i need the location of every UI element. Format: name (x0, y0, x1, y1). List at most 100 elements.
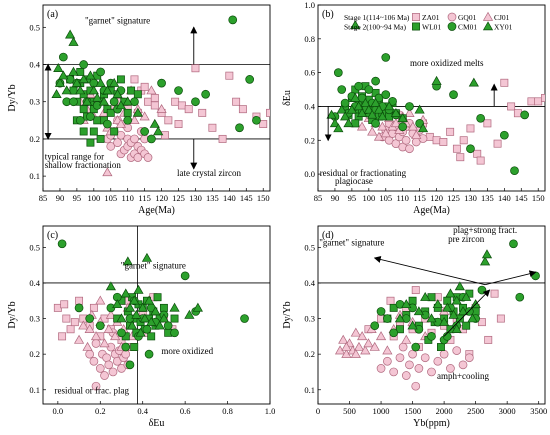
point-xy01 (432, 299, 443, 309)
point-xy01 (98, 96, 110, 106)
point-gq01 (389, 367, 399, 377)
point-za01 (144, 97, 152, 106)
legend-label: WL01 (422, 23, 441, 32)
point-gq01 (446, 364, 455, 373)
point-cm01 (170, 328, 179, 338)
point-cm01 (370, 321, 380, 331)
point-za01 (208, 123, 217, 132)
point-xy01 (451, 324, 462, 333)
point-gq01 (452, 346, 462, 355)
point-gq01 (420, 353, 430, 363)
point-gq01 (414, 364, 424, 373)
y-tick-label: 1.0 (304, 0, 315, 10)
panel-a: 85 90 95 100 105 110 115 120 125 130 135 140 145 150 0… (7, 4, 271, 216)
annotation: residual or fractionating (320, 168, 407, 178)
point-za01 (483, 119, 492, 128)
point-gq01 (408, 349, 417, 359)
point-xy01 (131, 309, 142, 319)
point-xy01 (135, 327, 146, 337)
point-za01 (174, 120, 183, 128)
point-xy01 (394, 313, 406, 323)
point-cj01 (411, 129, 422, 139)
point-cm01 (96, 67, 105, 77)
x-tick-label: 135 (206, 193, 219, 203)
point-cm01 (371, 119, 380, 128)
point-za01 (238, 105, 247, 114)
point-cm01 (140, 127, 149, 136)
point-xy01 (329, 118, 341, 128)
point-za01 (446, 127, 455, 136)
point-wl01 (437, 343, 445, 351)
point-gq01 (104, 360, 114, 370)
annotation: plagiocase (335, 176, 373, 186)
point-cj01 (78, 320, 89, 330)
point-cm01 (75, 115, 85, 125)
point-cj01 (390, 118, 402, 128)
point-cm01 (383, 314, 392, 323)
y-tick-label: 0.2 (304, 135, 315, 145)
point-za01 (452, 144, 461, 153)
point-cj01 (82, 341, 93, 351)
point-wl01 (79, 127, 88, 136)
legend-stage-label: Stage 2(100~94 Ma) (344, 23, 406, 32)
point-cm01 (252, 115, 261, 125)
point-xy01 (350, 92, 361, 102)
point-gq01 (85, 349, 95, 359)
point-cm01 (388, 97, 397, 106)
point-cj01 (73, 334, 85, 344)
point-gq01 (391, 139, 401, 149)
y-tick-label: 0.1 (29, 385, 40, 395)
point-cm01 (364, 85, 374, 94)
y-tick-label: 0.5 (29, 22, 40, 32)
x-tick-label: 3000 (499, 406, 516, 416)
panel-label: (b) (322, 9, 334, 20)
point-wl01 (123, 108, 132, 117)
legend-marker-cm01 (447, 22, 457, 31)
annotation: more oxidized (161, 346, 213, 356)
x-tick-label: 115 (413, 193, 425, 203)
point-gq01 (102, 353, 111, 363)
point-xy01 (451, 295, 462, 305)
point-cj01 (90, 331, 102, 341)
point-za01 (386, 296, 395, 305)
point-xy01 (445, 288, 456, 298)
point-cm01 (95, 321, 105, 331)
point-cm01 (142, 324, 152, 334)
y-axis-label: Dy/Yb (7, 84, 18, 111)
point-wl01 (79, 105, 88, 114)
legend-marker-wl01 (412, 22, 420, 31)
point-za01 (484, 335, 493, 344)
point-cm01 (74, 303, 84, 313)
point-xy01 (192, 302, 203, 312)
point-wl01 (93, 116, 102, 125)
point-cm01 (163, 321, 173, 331)
point-cm01 (144, 349, 154, 359)
point-gq01 (433, 356, 443, 366)
x-tick-label: 500 (343, 406, 356, 416)
point-wl01 (86, 138, 95, 147)
point-xy01 (461, 291, 472, 301)
point-xy01 (454, 281, 465, 291)
point-gq01 (108, 367, 118, 377)
x-axis-label: Yb(ppm) (413, 418, 450, 429)
point-xy01 (439, 316, 450, 326)
point-cm01 (235, 123, 244, 133)
point-xy01 (139, 313, 150, 323)
point-cm01 (499, 130, 509, 140)
point-cm01 (510, 166, 519, 176)
legend: Stage 1(114~106 Ma)Stage 2(100~94 Ma) ZA0… (344, 11, 513, 32)
x-tick-label: 0.6 (180, 406, 191, 416)
point-cm01 (57, 239, 67, 249)
point-cj01 (382, 345, 393, 355)
x-tick-label: 110 (121, 193, 133, 203)
point-cm01 (240, 314, 249, 323)
x-tick-label: 1000 (373, 406, 390, 416)
point-xy01 (414, 104, 425, 114)
point-xy01 (65, 29, 76, 39)
point-xy01 (390, 108, 402, 117)
point-xy01 (120, 288, 131, 298)
point-cm01 (103, 119, 112, 129)
legend-marker-gq01 (447, 12, 457, 22)
point-cj01 (156, 103, 167, 113)
